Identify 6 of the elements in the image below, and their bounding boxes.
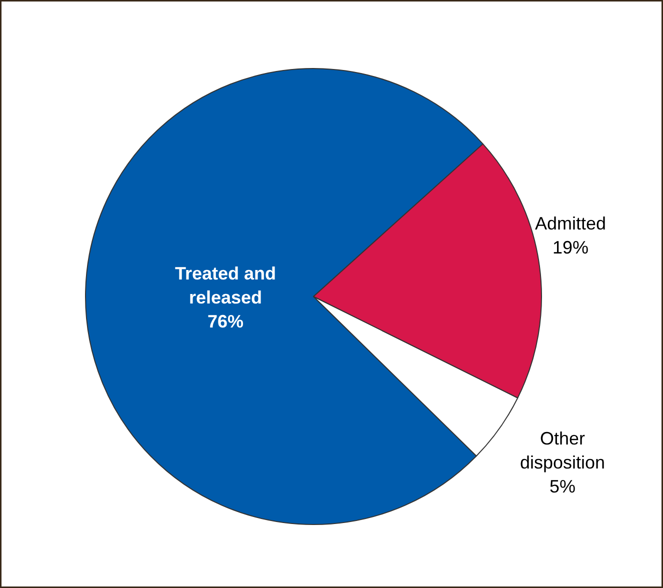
data-label: 5% <box>549 476 576 496</box>
slice-label: Treated and released <box>174 264 276 308</box>
data-label: 19% <box>552 238 589 258</box>
slice-label: Other disposition <box>520 428 606 472</box>
data-label: 76% <box>207 312 244 332</box>
slice-label: Admitted <box>534 214 606 234</box>
